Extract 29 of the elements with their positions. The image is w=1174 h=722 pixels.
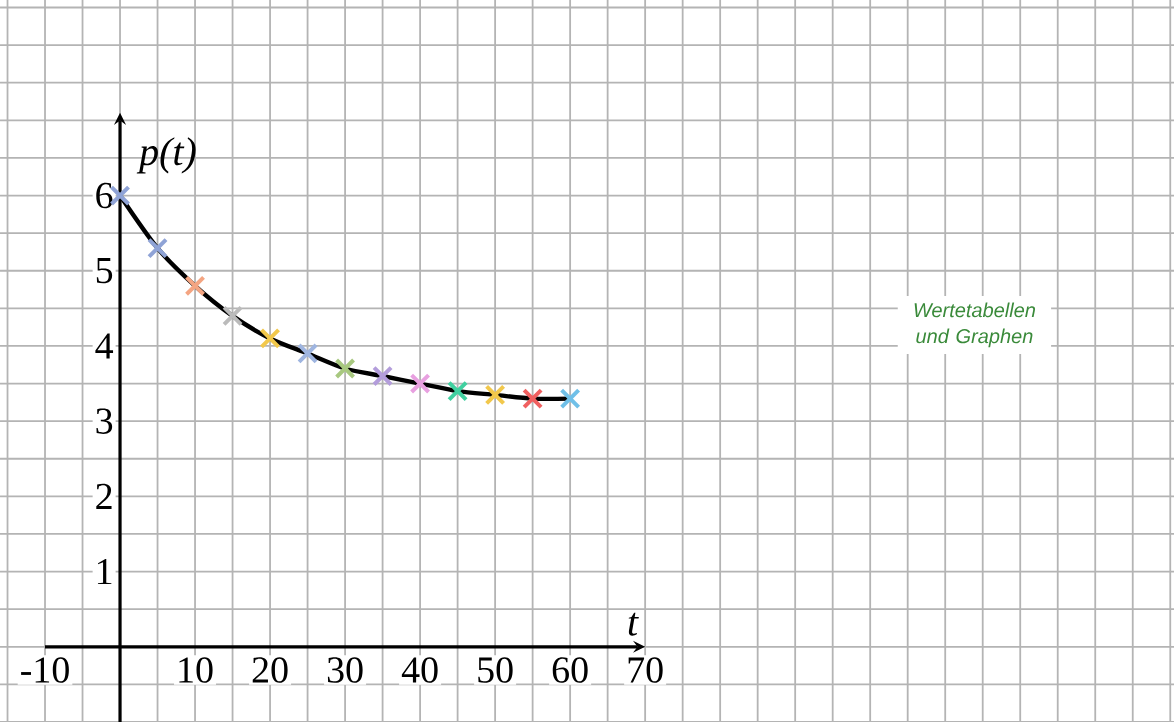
y-tick-label: 5 (96, 258, 113, 284)
x-tick-label: 30 (327, 657, 363, 683)
x-axis-title: t (628, 612, 639, 636)
y-axis-title: p(t) (136, 137, 196, 174)
point (184, 275, 206, 297)
y-tick-label: 3 (96, 408, 113, 434)
annotation: Wertetabellen und Graphen (914, 302, 1036, 348)
point (409, 373, 431, 395)
x-tick-label: 10 (179, 657, 213, 683)
point (297, 342, 319, 364)
point (559, 388, 581, 410)
y-tick-label: 4 (95, 333, 114, 359)
point (259, 327, 281, 349)
y-tick-label: 6 (96, 182, 113, 209)
x-tick-label: 50 (478, 657, 513, 683)
x-tick-label: 70 (628, 657, 663, 683)
point (484, 384, 506, 406)
y-tick-label: 2 (96, 483, 112, 509)
x-tick-label: -10 (21, 657, 69, 683)
point (222, 305, 244, 327)
point (147, 237, 169, 259)
point (522, 388, 544, 410)
point (372, 365, 394, 387)
x-tick-label: 60 (552, 657, 588, 683)
x-tick-label: 20 (252, 657, 288, 683)
y-tick-label: 1 (97, 559, 112, 585)
x-tick-label: 40 (401, 657, 438, 683)
point (334, 358, 356, 379)
point (447, 380, 469, 402)
